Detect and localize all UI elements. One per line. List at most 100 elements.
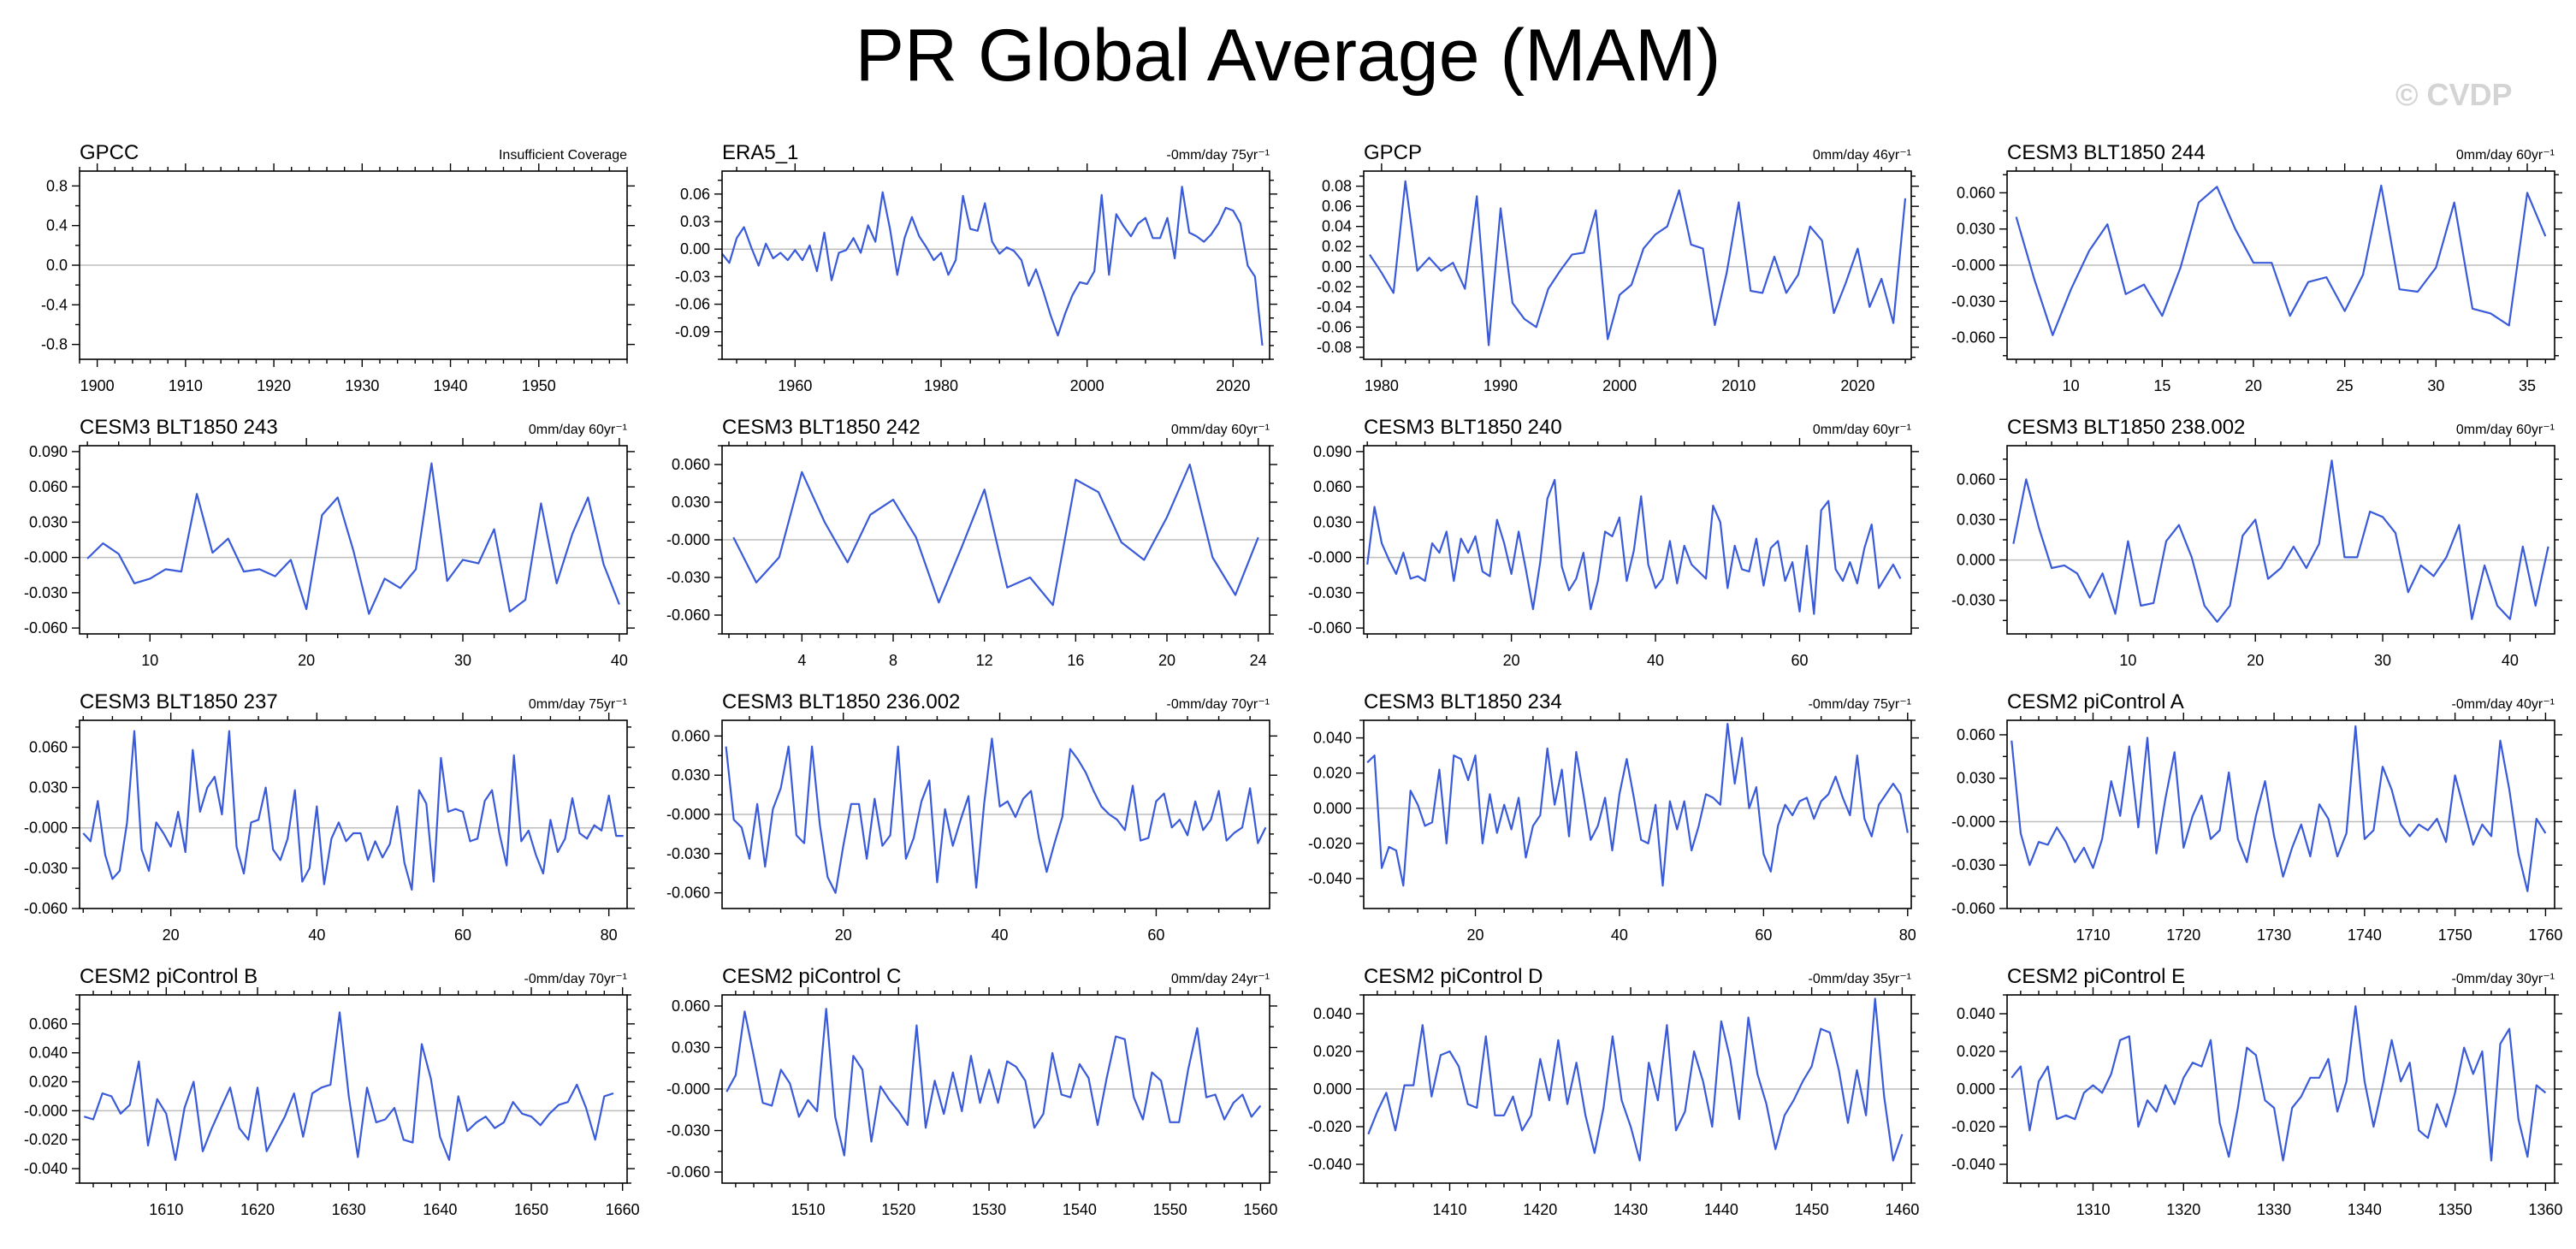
x-tick-label: 1940: [434, 377, 468, 394]
y-tick-label: -0.030: [1951, 856, 1995, 873]
data-series-line: [2012, 459, 2549, 624]
trend-label: 0mm/day 60yr⁻¹: [2456, 148, 2555, 163]
panel-title: CESM3 BLT1850 243: [80, 416, 278, 439]
y-tick-label: -0.060: [666, 1163, 710, 1181]
y-tick-label: -0.4: [41, 296, 68, 313]
data-series-line: [725, 737, 1267, 894]
y-tick-label: -0.060: [1308, 619, 1352, 636]
data-series-line: [1366, 478, 1902, 615]
panel-title: CESM2 piControl E: [2007, 965, 2185, 988]
x-tick-label: 20: [163, 926, 180, 944]
x-tick-label: 40: [1647, 652, 1664, 669]
x-tick-label: 1980: [1365, 377, 1399, 394]
trend-label: -0mm/day 30yr⁻¹: [2452, 972, 2555, 986]
y-tick-label: -0.060: [666, 885, 710, 902]
chart-panel: 1900 1910 1920 1930 1940 1950 0.8 0.4 0.0 -0.4 -0.…: [41, 141, 635, 394]
y-tick-label: 0.060: [1957, 471, 1995, 488]
x-tick-label: 1650: [514, 1201, 548, 1218]
y-tick-label: -0.000: [24, 1102, 68, 1119]
x-tick-label: 2000: [1602, 377, 1637, 394]
chart-panel: 4 8 12 16 20 24 0.060 0.030 -0.000 -0.030 -0.060 CE…: [666, 416, 1277, 669]
plot-frame: [1363, 170, 1912, 360]
y-tick-label: 0.020: [1313, 765, 1352, 782]
x-tick-label: 1420: [1523, 1201, 1557, 1218]
data-series-line: [2015, 184, 2547, 336]
x-tick-label: 1460: [1885, 1201, 1919, 1218]
x-tick-label: 1410: [1432, 1201, 1466, 1218]
y-tick-label: -0.060: [24, 900, 68, 917]
y-tick-label: -0.030: [666, 1122, 710, 1139]
x-tick-label: 12: [976, 652, 993, 669]
x-tick-label: 1640: [423, 1201, 457, 1218]
y-tick-label: -0.060: [666, 607, 710, 624]
y-tick-label: 0.040: [1313, 1005, 1352, 1022]
panel-title: CESM3 BLT1850 242: [722, 416, 921, 439]
y-tick-label: -0.040: [24, 1160, 68, 1177]
trend-label: -0mm/day 40yr⁻¹: [2452, 697, 2555, 712]
y-tick-label: -0.030: [666, 569, 710, 586]
x-tick-label: 1910: [169, 377, 203, 394]
trend-label: 0mm/day 60yr⁻¹: [1171, 423, 1270, 437]
y-tick-label: 0.060: [1313, 478, 1352, 495]
chart-panel: 10 20 30 40 0.090 0.060 0.030 -0.000 -0.030 -0.06…: [24, 416, 635, 669]
x-tick-label: 4: [797, 652, 806, 669]
y-tick-label: -0.030: [24, 584, 68, 601]
y-tick-label: -0.020: [1951, 1118, 1995, 1135]
panel-title: GPCC: [80, 141, 139, 164]
x-tick-label: 1990: [1483, 377, 1518, 394]
y-tick-label: 0.020: [1957, 1043, 1995, 1060]
x-tick-label: 20: [1503, 652, 1520, 669]
chart-panel: 10 15 20 25 30 35 0.060 0.030 -0.000 -0.030 -0.060…: [1951, 141, 2562, 394]
x-tick-label: 10: [141, 652, 158, 669]
x-tick-label: 20: [2247, 652, 2264, 669]
y-tick-label: -0.03: [675, 268, 710, 285]
x-tick-label: 1520: [881, 1201, 915, 1218]
y-tick-label: 0.030: [1313, 513, 1352, 530]
panel-title: CESM3 BLT1850 240: [1364, 416, 1562, 439]
plot-frame: [1363, 445, 1912, 635]
y-tick-label: 0.020: [29, 1074, 68, 1091]
y-tick-label: 0.030: [1957, 511, 1995, 528]
y-tick-label: -0.030: [1951, 592, 1995, 609]
plot-frame: [79, 994, 628, 1184]
x-tick-label: 1510: [791, 1201, 825, 1218]
y-tick-label: 0.00: [680, 240, 710, 257]
y-tick-label: 0.000: [1957, 552, 1995, 569]
data-series-line: [725, 1008, 1262, 1157]
trend-label: 0mm/day 46yr⁻¹: [1813, 148, 1911, 163]
chart-panel: 20 40 60 80 0.060 0.030 -0.000 -0.030 -0.060 CESM…: [24, 690, 635, 944]
x-tick-label: 1610: [149, 1201, 183, 1218]
x-tick-label: 40: [611, 652, 628, 669]
x-tick-label: 8: [889, 652, 897, 669]
y-tick-label: -0.060: [1951, 900, 1995, 917]
data-series-line: [1367, 997, 1904, 1162]
y-tick-label: 0.030: [1957, 221, 1995, 238]
y-tick-label: 0.060: [1957, 726, 1995, 743]
y-tick-label: -0.06: [675, 296, 710, 313]
x-tick-label: 1360: [2528, 1201, 2562, 1218]
trend-label: -0mm/day 35yr⁻¹: [1809, 972, 1911, 986]
y-tick-label: 0.02: [1322, 238, 1352, 255]
data-series-line: [86, 462, 620, 615]
x-tick-label: 2020: [1216, 377, 1250, 394]
y-tick-label: -0.000: [1951, 257, 1995, 274]
trend-label: -0mm/day 75yr⁻¹: [1167, 148, 1270, 163]
x-tick-label: 1620: [240, 1201, 275, 1218]
x-tick-label: 20: [1158, 652, 1175, 669]
panel-title: CESM3 BLT1850 234: [1364, 690, 1562, 713]
panel-title: CESM3 BLT1850 236.002: [722, 690, 960, 713]
y-tick-label: -0.020: [1308, 835, 1352, 852]
x-tick-label: 24: [1250, 652, 1267, 669]
y-tick-label: -0.040: [1308, 1156, 1352, 1173]
chart-panel: 10 20 30 40 0.060 0.030 0.000 -0.030 CESM3 BLT18…: [1951, 416, 2562, 669]
data-series-line: [82, 730, 624, 891]
trend-label: -0mm/day 70yr⁻¹: [1167, 697, 1270, 712]
x-tick-label: 60: [1755, 926, 1772, 944]
x-tick-label: 20: [298, 652, 315, 669]
y-tick-label: 0.090: [29, 443, 68, 460]
chart-panel: 1310 1320 1330 1340 1350 1360 0.040 0.020 0.000 -…: [1951, 965, 2562, 1218]
trend-label: -0mm/day 70yr⁻¹: [524, 972, 627, 986]
page-title: PR Global Average (MAM): [855, 15, 1721, 97]
trend-label: Insufficient Coverage: [499, 148, 627, 163]
y-tick-label: -0.030: [666, 845, 710, 862]
